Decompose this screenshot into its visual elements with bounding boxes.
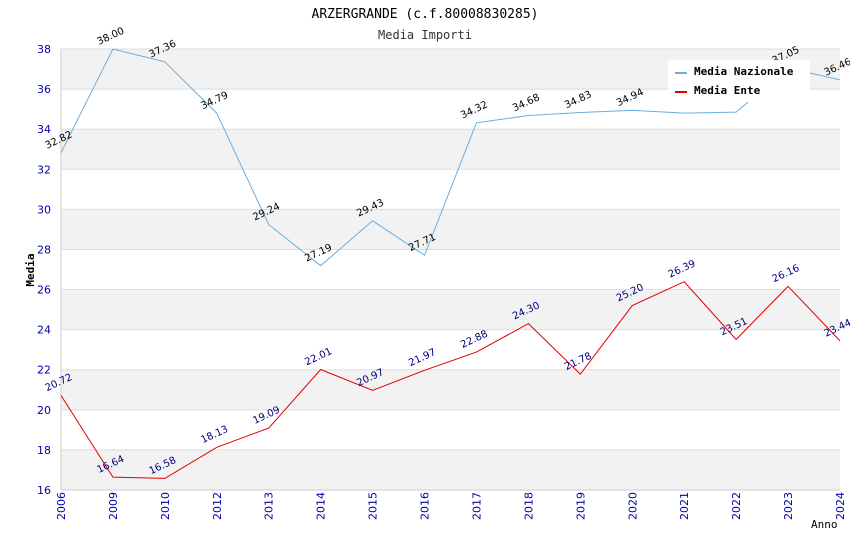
x-tick-label: 2016 (419, 492, 432, 520)
y-tick-label: 20 (37, 404, 51, 417)
x-tick-label: 2014 (315, 492, 328, 520)
y-axis-label: Media (24, 253, 37, 286)
grid-band (61, 249, 840, 290)
y-tick-label: 32 (37, 163, 51, 176)
y-tick-label: 18 (37, 444, 51, 457)
chart-subtitle: Media Importi (378, 28, 472, 42)
series-lines (60, 48, 841, 479)
grid-band (61, 409, 840, 450)
grid-band (61, 329, 840, 370)
legend-box (668, 60, 810, 102)
x-tick-label: 2009 (107, 492, 120, 520)
x-tick-label: 2010 (159, 492, 172, 520)
y-tick-label: 28 (37, 243, 51, 256)
x-tick-label: 2019 (574, 492, 587, 520)
grid-band (61, 129, 840, 170)
y-tick-label: 34 (37, 123, 51, 136)
x-tick-label: 2006 (55, 492, 68, 520)
series-line-media-nazionale (60, 48, 841, 267)
chart-title: ARZERGRANDE (c.f.80008830285) (312, 7, 539, 22)
x-tick-label: 2018 (522, 492, 535, 520)
grid-band (61, 369, 840, 410)
series-line-media-ente (60, 281, 841, 479)
y-tick-label: 24 (37, 324, 51, 337)
x-tick-label: 2013 (263, 492, 276, 520)
y-tick-label: 16 (37, 484, 51, 497)
legend-label-nazionale: Media Nazionale (694, 65, 794, 78)
x-tick-label: 2017 (470, 492, 483, 520)
legend: Media Nazionale Media Ente (668, 60, 810, 102)
y-tick-labels: 16 18 20 22 24 26 28 30 32 34 36 38 (37, 43, 51, 497)
y-tick-label: 22 (37, 364, 51, 377)
y-tick-label: 26 (37, 284, 51, 297)
x-axis-label: Anno (811, 518, 838, 531)
x-tick-label: 2020 (626, 492, 639, 520)
x-tick-label: 2022 (730, 492, 743, 520)
x-tick-label: 2015 (367, 492, 380, 520)
data-label: 38.00 (96, 26, 127, 48)
x-tick-label: 2021 (678, 492, 691, 520)
y-tick-label: 38 (37, 43, 51, 56)
grid-band (61, 449, 840, 490)
grid-bands (61, 49, 840, 490)
x-tick-label: 2024 (834, 492, 847, 520)
y-tick-label: 36 (37, 83, 51, 96)
x-tick-labels: 2006 2009 2010 2012 2013 2014 2015 2016 2017 2018… (55, 492, 847, 520)
legend-label-ente: Media Ente (694, 84, 761, 97)
x-tick-label: 2023 (782, 492, 795, 520)
grid-band (61, 289, 840, 330)
grid-band (61, 209, 840, 250)
x-tick-label: 2012 (211, 492, 224, 520)
y-tick-label: 30 (37, 203, 51, 216)
